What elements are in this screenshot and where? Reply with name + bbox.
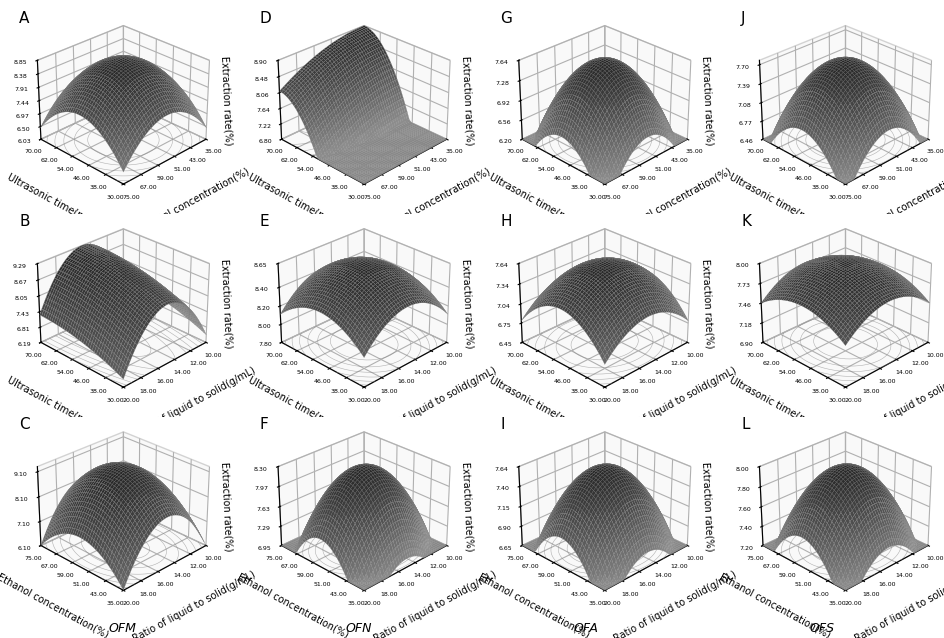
Text: OFN: OFN bbox=[346, 622, 372, 635]
Text: L: L bbox=[740, 417, 749, 432]
Text: OFS: OFS bbox=[809, 622, 834, 635]
Text: OFM: OFM bbox=[109, 622, 137, 635]
Text: K: K bbox=[740, 214, 750, 228]
Y-axis label: Ultrasonic time(min): Ultrasonic time(min) bbox=[7, 375, 99, 431]
Text: F: F bbox=[260, 417, 268, 432]
Text: OFA: OFA bbox=[573, 622, 598, 635]
Text: I: I bbox=[500, 417, 504, 432]
Y-axis label: Ultrasonic time(min): Ultrasonic time(min) bbox=[728, 375, 820, 431]
X-axis label: Ratio of liquid to solid(g/mL): Ratio of liquid to solid(g/mL) bbox=[852, 569, 944, 638]
X-axis label: Ethanol concentration(%): Ethanol concentration(%) bbox=[137, 166, 251, 234]
Y-axis label: Ultrasonic time(min): Ultrasonic time(min) bbox=[487, 172, 580, 228]
Y-axis label: Ethanol concentration(%): Ethanol concentration(%) bbox=[716, 572, 831, 638]
X-axis label: Ethanol concentration(%): Ethanol concentration(%) bbox=[617, 166, 732, 234]
X-axis label: Ratio of liquid to solid(g/mL): Ratio of liquid to solid(g/mL) bbox=[852, 366, 944, 440]
X-axis label: Ethanol concentration(%): Ethanol concentration(%) bbox=[858, 166, 944, 234]
Text: J: J bbox=[740, 11, 745, 26]
Y-axis label: Ethanol concentration(%): Ethanol concentration(%) bbox=[236, 572, 350, 638]
Text: G: G bbox=[500, 11, 512, 26]
Y-axis label: Ultrasonic time(min): Ultrasonic time(min) bbox=[246, 172, 340, 228]
X-axis label: Ratio of liquid to solid(g/mL): Ratio of liquid to solid(g/mL) bbox=[131, 366, 257, 440]
Text: D: D bbox=[260, 11, 271, 26]
X-axis label: Ratio of liquid to solid(g/mL): Ratio of liquid to solid(g/mL) bbox=[612, 366, 737, 440]
Y-axis label: Ethanol concentration(%): Ethanol concentration(%) bbox=[477, 572, 591, 638]
Y-axis label: Ultrasonic time(min): Ultrasonic time(min) bbox=[7, 172, 99, 228]
X-axis label: Ratio of liquid to solid(g/mL): Ratio of liquid to solid(g/mL) bbox=[371, 366, 497, 440]
X-axis label: Ratio of liquid to solid(g/mL): Ratio of liquid to solid(g/mL) bbox=[131, 569, 257, 638]
Text: A: A bbox=[19, 11, 29, 26]
Text: H: H bbox=[500, 214, 512, 228]
Text: C: C bbox=[19, 417, 29, 432]
Y-axis label: Ethanol concentration(%): Ethanol concentration(%) bbox=[0, 572, 110, 638]
Text: B: B bbox=[19, 214, 29, 228]
Y-axis label: Ultrasonic time(min): Ultrasonic time(min) bbox=[246, 375, 340, 431]
Y-axis label: Ultrasonic time(min): Ultrasonic time(min) bbox=[728, 172, 820, 228]
Y-axis label: Ultrasonic time(min): Ultrasonic time(min) bbox=[487, 375, 580, 431]
X-axis label: Ethanol concentration(%): Ethanol concentration(%) bbox=[378, 166, 492, 234]
Text: E: E bbox=[260, 214, 269, 228]
X-axis label: Ratio of liquid to solid(g/mL): Ratio of liquid to solid(g/mL) bbox=[612, 569, 737, 638]
X-axis label: Ratio of liquid to solid(g/mL): Ratio of liquid to solid(g/mL) bbox=[371, 569, 497, 638]
